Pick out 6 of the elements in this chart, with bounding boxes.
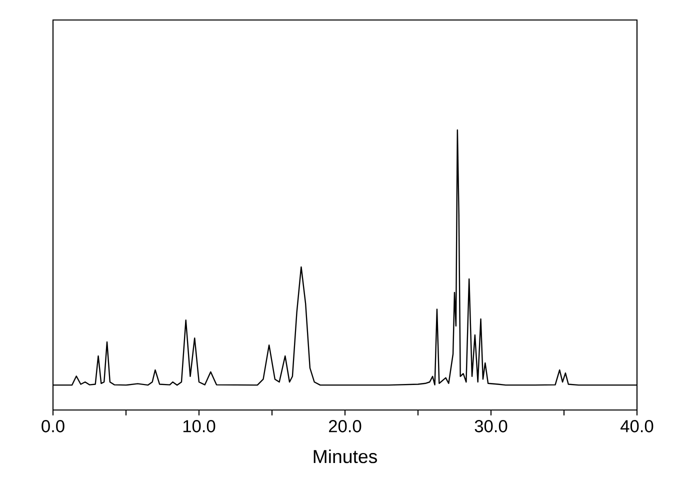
x-tick-label: 0.0: [42, 420, 64, 432]
x-tick-label: 10.0: [183, 420, 216, 432]
x-tick-label: 30.0: [474, 420, 508, 432]
x-tick-label: 40.0: [620, 420, 654, 432]
x-tick-label: 20.0: [329, 420, 362, 432]
x-axis-title: Minutes: [314, 449, 377, 464]
